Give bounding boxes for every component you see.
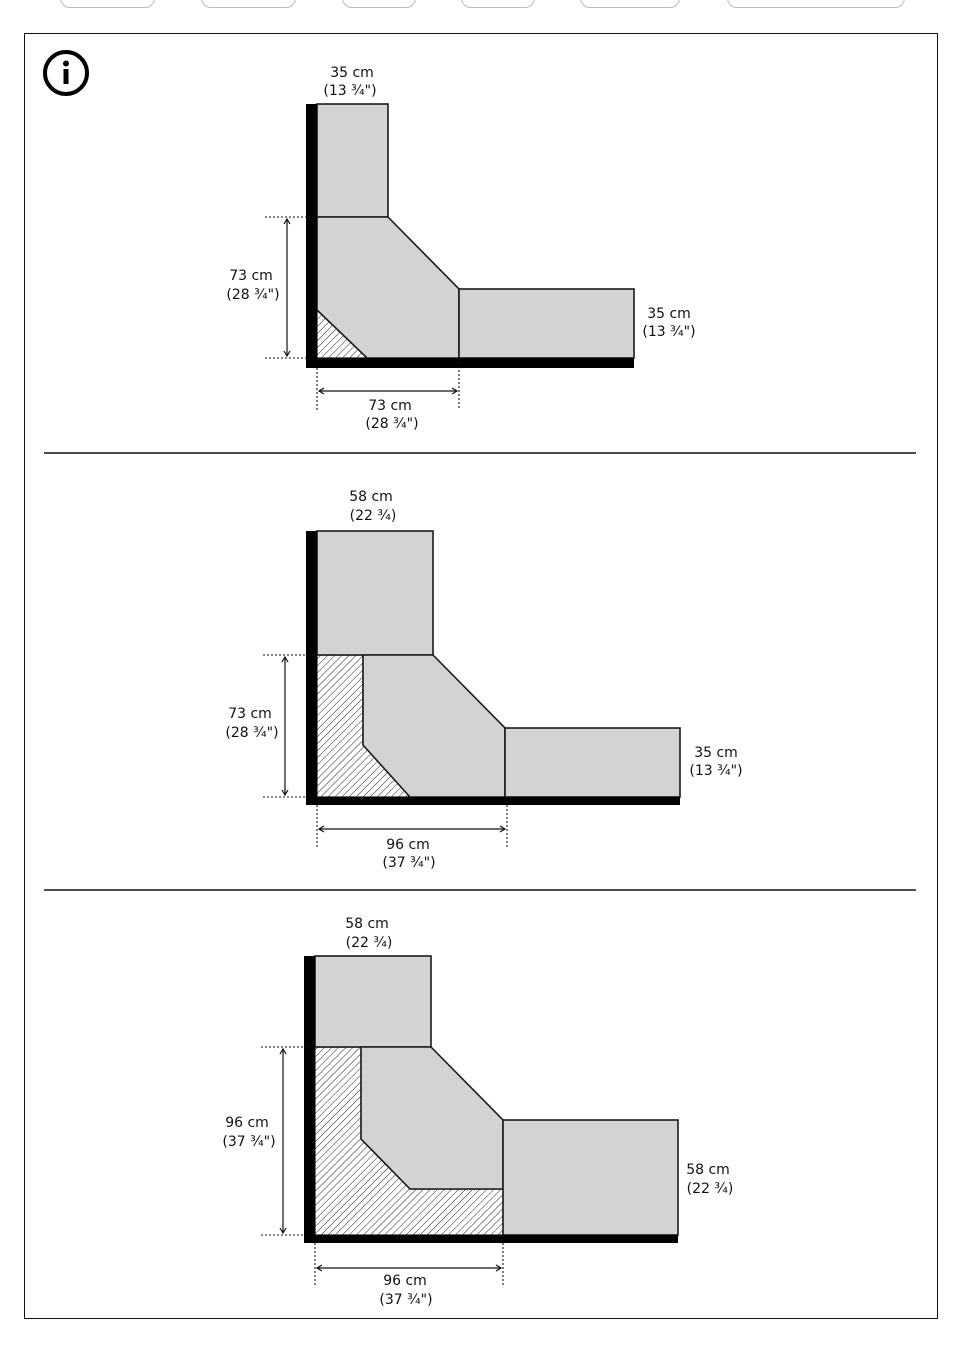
right-module: [458, 288, 635, 359]
bottom-depth-cm: 96 cm: [386, 837, 430, 853]
bottom-depth-cm: 96 cm: [383, 1273, 427, 1289]
top-module: [316, 530, 434, 656]
top-width-cm: 58 cm: [349, 489, 393, 505]
top-module: [316, 103, 389, 218]
top-width-in: (22 ¾): [350, 508, 397, 524]
panel-2: 58 cm (22 ¾) 73 cm (28 ¾") 35 cm (13 ¾")…: [225, 489, 742, 871]
right-width-cm: 58 cm: [686, 1162, 730, 1178]
diagram-frame: [24, 33, 938, 1319]
top-width-in: (22 ¾): [346, 935, 393, 951]
panel-1: 35 cm (13 ¾") 73 cm (28 ¾") 35 cm (13 ¾"…: [226, 65, 695, 432]
side-depth-in: (28 ¾"): [225, 725, 278, 741]
side-depth-in: (28 ¾"): [226, 287, 279, 303]
right-module: [502, 1119, 679, 1236]
right-width-in: (13 ¾"): [642, 324, 695, 340]
bottom-depth-cm: 73 cm: [368, 398, 412, 414]
bottom-depth-in: (28 ¾"): [365, 416, 418, 432]
right-width-cm: 35 cm: [647, 306, 691, 322]
side-depth-cm: 73 cm: [228, 706, 272, 722]
info-icon: [43, 50, 89, 96]
bottom-depth-in: (37 ¾"): [379, 1292, 432, 1308]
top-width-in: (13 ¾"): [323, 83, 376, 99]
top-module: [314, 955, 432, 1048]
side-depth-in: (37 ¾"): [222, 1134, 275, 1150]
wall-left: [306, 104, 317, 368]
right-module: [504, 727, 681, 798]
side-depth-cm: 73 cm: [229, 268, 273, 284]
top-tab-strip: [0, 0, 960, 14]
side-depth-cm: 96 cm: [225, 1115, 269, 1131]
top-width-cm: 35 cm: [330, 65, 374, 81]
wall-bottom: [306, 358, 634, 368]
wall-bottom: [306, 797, 680, 805]
bottom-depth-in: (37 ¾"): [382, 855, 435, 871]
top-width-cm: 58 cm: [345, 916, 389, 932]
panel-3: 58 cm (22 ¾) 96 cm (37 ¾") 58 cm (22 ¾) …: [222, 916, 733, 1308]
right-width-cm: 35 cm: [694, 745, 738, 761]
right-width-in: (22 ¾): [687, 1181, 734, 1197]
right-width-in: (13 ¾"): [689, 763, 742, 779]
wall-bottom: [304, 1235, 678, 1243]
wall-left: [304, 956, 315, 1243]
wall-left: [306, 531, 317, 805]
